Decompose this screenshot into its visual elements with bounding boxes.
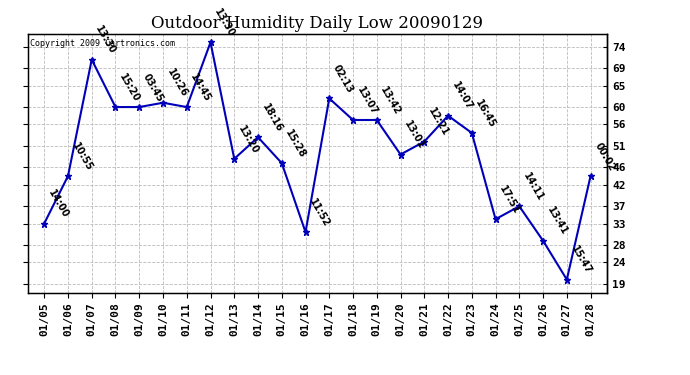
Text: 13:42: 13:42 (379, 85, 403, 117)
Text: 12:21: 12:21 (426, 106, 451, 138)
Title: Outdoor Humidity Daily Low 20090129: Outdoor Humidity Daily Low 20090129 (151, 15, 484, 32)
Text: 16:45: 16:45 (474, 98, 498, 129)
Text: 14:11: 14:11 (521, 171, 545, 203)
Text: 02:13: 02:13 (331, 63, 355, 95)
Text: 14:07: 14:07 (450, 80, 474, 112)
Text: 13:41: 13:41 (545, 206, 569, 237)
Text: 17:51: 17:51 (497, 184, 522, 216)
Text: 18:16: 18:16 (260, 102, 284, 134)
Text: 13:30: 13:30 (94, 24, 118, 56)
Text: 13:07: 13:07 (355, 85, 379, 117)
Text: 13:01: 13:01 (402, 119, 426, 151)
Text: 10:55: 10:55 (70, 141, 94, 172)
Text: 15:20: 15:20 (117, 72, 141, 104)
Text: 00:02: 00:02 (593, 141, 617, 172)
Text: Copyright 2009 Cartronics.com: Copyright 2009 Cartronics.com (30, 39, 175, 48)
Text: 15:28: 15:28 (284, 128, 308, 160)
Text: 03:45: 03:45 (141, 72, 166, 104)
Text: 13:20: 13:20 (236, 123, 260, 155)
Text: 13:30: 13:30 (213, 7, 237, 39)
Text: 10:26: 10:26 (165, 68, 189, 99)
Text: 14:00: 14:00 (46, 188, 70, 220)
Text: 14:45: 14:45 (188, 72, 213, 104)
Text: 11:52: 11:52 (308, 197, 332, 229)
Text: 15:47: 15:47 (569, 244, 593, 276)
